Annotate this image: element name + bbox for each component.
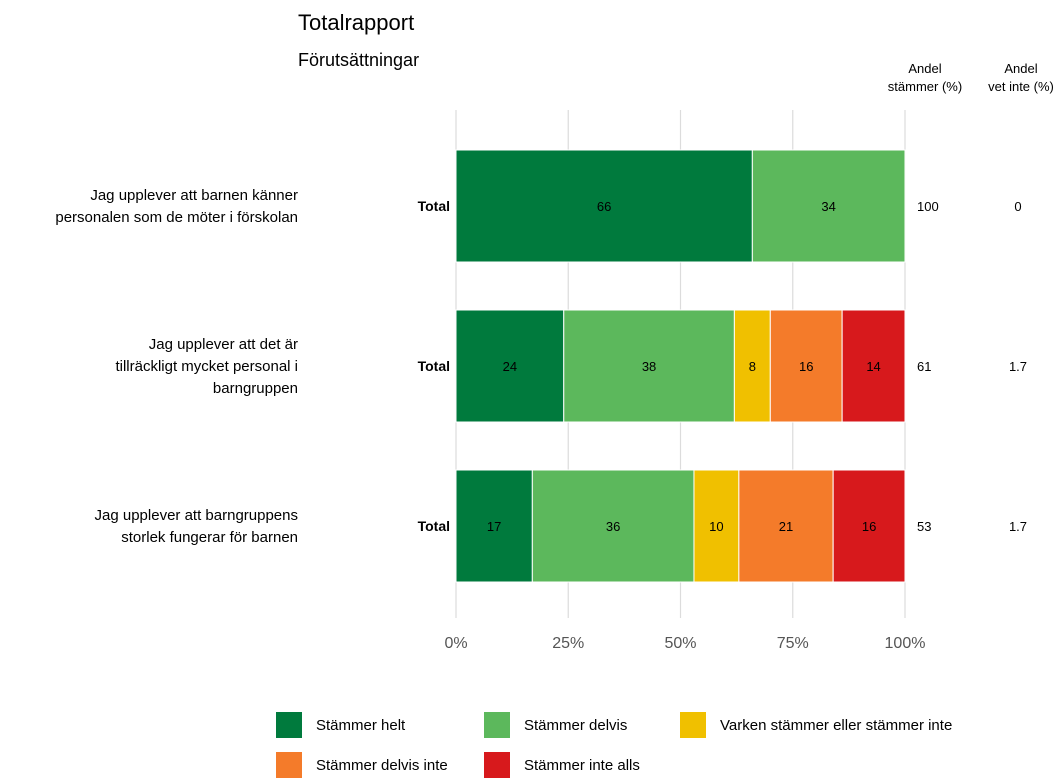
bar-segment xyxy=(751,149,906,263)
legend-item: Stämmer helt xyxy=(276,712,405,738)
legend-swatch xyxy=(484,712,510,738)
bar-segment xyxy=(455,149,753,263)
legend-swatch xyxy=(680,712,706,738)
x-tick-label: 100% xyxy=(885,635,926,652)
bar-data-label: 34 xyxy=(821,199,835,214)
bar-segment xyxy=(531,469,695,583)
legend-swatch xyxy=(276,752,302,778)
chart-legend: Stämmer helt Stämmer delvis Varken stämmer… xyxy=(276,712,1056,778)
question-label: barngruppen xyxy=(213,380,298,397)
bar-data-label: 36 xyxy=(606,519,620,534)
question-label: storlek fungerar för barnen xyxy=(121,529,298,546)
row-group-label: Total xyxy=(418,358,450,374)
legend-swatch xyxy=(276,712,302,738)
bar-segment xyxy=(455,469,533,583)
bar-data-label: 16 xyxy=(862,519,876,534)
chart-title: Totalrapport xyxy=(298,10,415,35)
bar-segment xyxy=(841,309,906,423)
bar-data-label: 66 xyxy=(597,199,611,214)
x-tick-label: 50% xyxy=(664,635,696,652)
legend-swatch xyxy=(484,752,510,778)
legend-item: Stämmer inte alls xyxy=(484,752,640,778)
andel-stammer-value: 100 xyxy=(917,199,939,214)
bar-data-label: 10 xyxy=(709,519,723,534)
andel-stammer-value: 61 xyxy=(917,359,931,374)
question-label: personalen som de möter i förskolan xyxy=(55,209,298,226)
andel-vet-inte-value: 0 xyxy=(1014,199,1021,214)
legend-item: Stämmer delvis inte xyxy=(276,752,448,778)
legend-label: Stämmer delvis xyxy=(524,716,628,734)
x-tick-label: 25% xyxy=(552,635,584,652)
chart-subtitle: Förutsättningar xyxy=(298,50,420,70)
bar-segment xyxy=(693,469,740,583)
row-group-label: Total xyxy=(418,518,450,534)
x-tick-label: 75% xyxy=(777,635,809,652)
bar-data-label: 21 xyxy=(779,519,793,534)
stacked-bar-chart: 0% 25% 50% 75% 100% Jag upplever att barnen k… xyxy=(55,110,1027,652)
bar-segment xyxy=(455,309,565,423)
bar-data-label: 38 xyxy=(642,359,656,374)
legend-label: Stämmer delvis inte xyxy=(316,756,448,774)
legend-label: Stämmer helt xyxy=(316,716,406,734)
andel-vet-inte-value: 1.7 xyxy=(1009,519,1027,534)
bar-data-label: 16 xyxy=(799,359,813,374)
x-tick-label: 0% xyxy=(444,635,467,652)
bar-segment xyxy=(832,469,906,583)
bar-data-label: 24 xyxy=(503,359,517,374)
bar-data-label: 14 xyxy=(866,359,880,374)
legend-item: Stämmer delvis xyxy=(484,712,627,738)
bar-data-label: 8 xyxy=(749,359,756,374)
question-label: Jag upplever att barnen känner xyxy=(90,187,298,204)
legend-label: Stämmer inte alls xyxy=(524,756,640,774)
andel-vet-inte-value: 1.7 xyxy=(1009,359,1027,374)
question-label: Jag upplever att det är xyxy=(149,336,298,353)
legend-label: Varken stämmer eller stämmer inte xyxy=(720,716,953,734)
row-group-label: Total xyxy=(418,198,450,214)
bar-segment xyxy=(769,309,843,423)
bar-segment xyxy=(733,309,771,423)
bar-data-label: 17 xyxy=(487,519,501,534)
question-label: tillräckligt mycket personal i xyxy=(115,358,298,375)
column-header-andel-vet-inte: Andel vet inte (%) xyxy=(988,61,1054,94)
question-label: Jag upplever att barngruppens xyxy=(95,507,298,524)
legend-item: Varken stämmer eller stämmer inte xyxy=(680,712,952,738)
column-header-andel-stammer: Andel stämmer (%) xyxy=(887,61,963,94)
andel-stammer-value: 53 xyxy=(917,519,931,534)
